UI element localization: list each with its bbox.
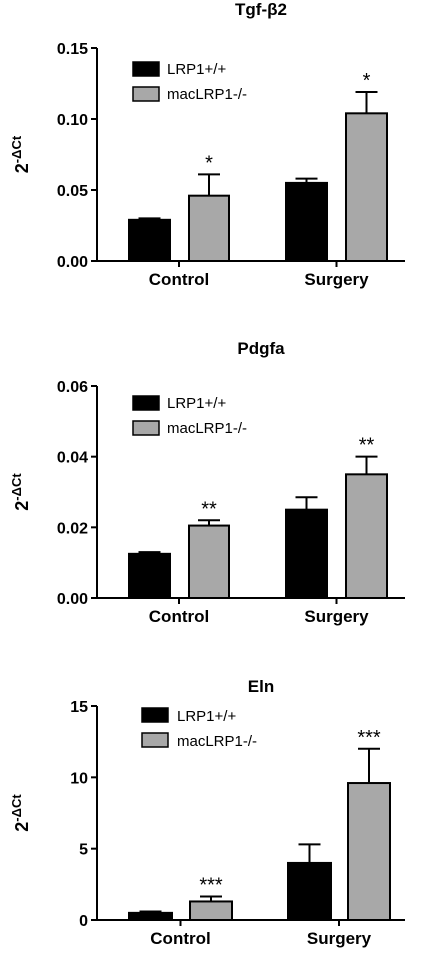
y-tick-label: 0.00 bbox=[57, 591, 88, 608]
bar bbox=[128, 911, 173, 921]
bar bbox=[345, 112, 388, 262]
y-tick-label: 0.04 bbox=[57, 450, 88, 467]
y-tick-label: 15 bbox=[70, 699, 88, 716]
chart-title: Pdgfa bbox=[237, 339, 285, 358]
y-tick-label: 0 bbox=[79, 913, 88, 930]
bar bbox=[287, 861, 332, 922]
bar bbox=[285, 508, 328, 599]
y-tick-label: 0.02 bbox=[57, 520, 88, 537]
significance-label: * bbox=[205, 152, 213, 174]
significance-label: *** bbox=[357, 727, 381, 749]
x-tick-label: Control bbox=[150, 929, 210, 948]
legend-label: LRP1+/+ bbox=[177, 708, 236, 725]
significance-label: *** bbox=[199, 874, 223, 896]
bar bbox=[345, 473, 388, 600]
legend: LRP1+/+ macLRP1-/- bbox=[132, 395, 247, 437]
legend-swatch bbox=[132, 61, 160, 77]
y-tick-label: 5 bbox=[79, 842, 88, 859]
legend-swatch bbox=[141, 707, 169, 723]
y-axis-label: 2-ΔCt bbox=[9, 473, 32, 511]
chart-title: Eln bbox=[248, 677, 274, 696]
significance-label: ** bbox=[359, 435, 375, 457]
x-tick-label: Control bbox=[149, 270, 209, 289]
chart-title: Tgf-β2 bbox=[235, 0, 287, 19]
legend: LRP1+/+ macLRP1-/- bbox=[141, 707, 257, 750]
bar bbox=[189, 900, 233, 921]
legend: LRP1+/+ macLRP1-/- bbox=[132, 61, 247, 103]
x-tick-label: Surgery bbox=[304, 270, 369, 289]
x-tick-label: Surgery bbox=[307, 929, 372, 948]
legend-label: macLRP1-/- bbox=[167, 420, 247, 437]
bar bbox=[188, 524, 230, 599]
bar bbox=[128, 218, 171, 263]
legend-swatch bbox=[132, 420, 160, 436]
chart-panel-3: Eln 2-ΔCt 0 5 10 15 *** Control *** Surgery LRP1+/… bbox=[9, 677, 405, 948]
legend-label: LRP1+/+ bbox=[167, 395, 226, 412]
y-tick-label: 0.06 bbox=[57, 379, 88, 396]
bar bbox=[285, 181, 328, 262]
y-tick-label: 10 bbox=[70, 770, 88, 787]
chart-panel-1: Tgf-β2 2-ΔCt 0.00 0.05 0.10 0.15 * Control * Surg… bbox=[9, 0, 405, 289]
legend-label: macLRP1-/- bbox=[177, 733, 257, 750]
significance-label: * bbox=[363, 70, 371, 92]
bar bbox=[347, 782, 391, 921]
x-tick-label: Surgery bbox=[304, 607, 369, 626]
y-tick-label: 0.10 bbox=[57, 112, 88, 129]
legend-label: LRP1+/+ bbox=[167, 61, 226, 78]
y-tick-label: 0.05 bbox=[57, 183, 88, 200]
legend-swatch bbox=[132, 395, 160, 411]
x-tick-label: Control bbox=[149, 607, 209, 626]
y-tick-label: 0.15 bbox=[57, 41, 88, 58]
y-axis-label: 2-ΔCt bbox=[9, 135, 32, 173]
significance-label: ** bbox=[201, 498, 217, 520]
legend-swatch bbox=[141, 732, 169, 748]
legend-label: macLRP1-/- bbox=[167, 86, 247, 103]
y-axis-label: 2-ΔCt bbox=[9, 794, 32, 832]
y-tick-label: 0.00 bbox=[57, 254, 88, 271]
chart-panel-2: Pdgfa 2-ΔCt 0.00 0.02 0.04 0.06 ** Control ** Sur… bbox=[9, 339, 405, 626]
bar bbox=[188, 194, 230, 262]
legend-swatch bbox=[132, 86, 160, 102]
bar bbox=[128, 552, 171, 599]
